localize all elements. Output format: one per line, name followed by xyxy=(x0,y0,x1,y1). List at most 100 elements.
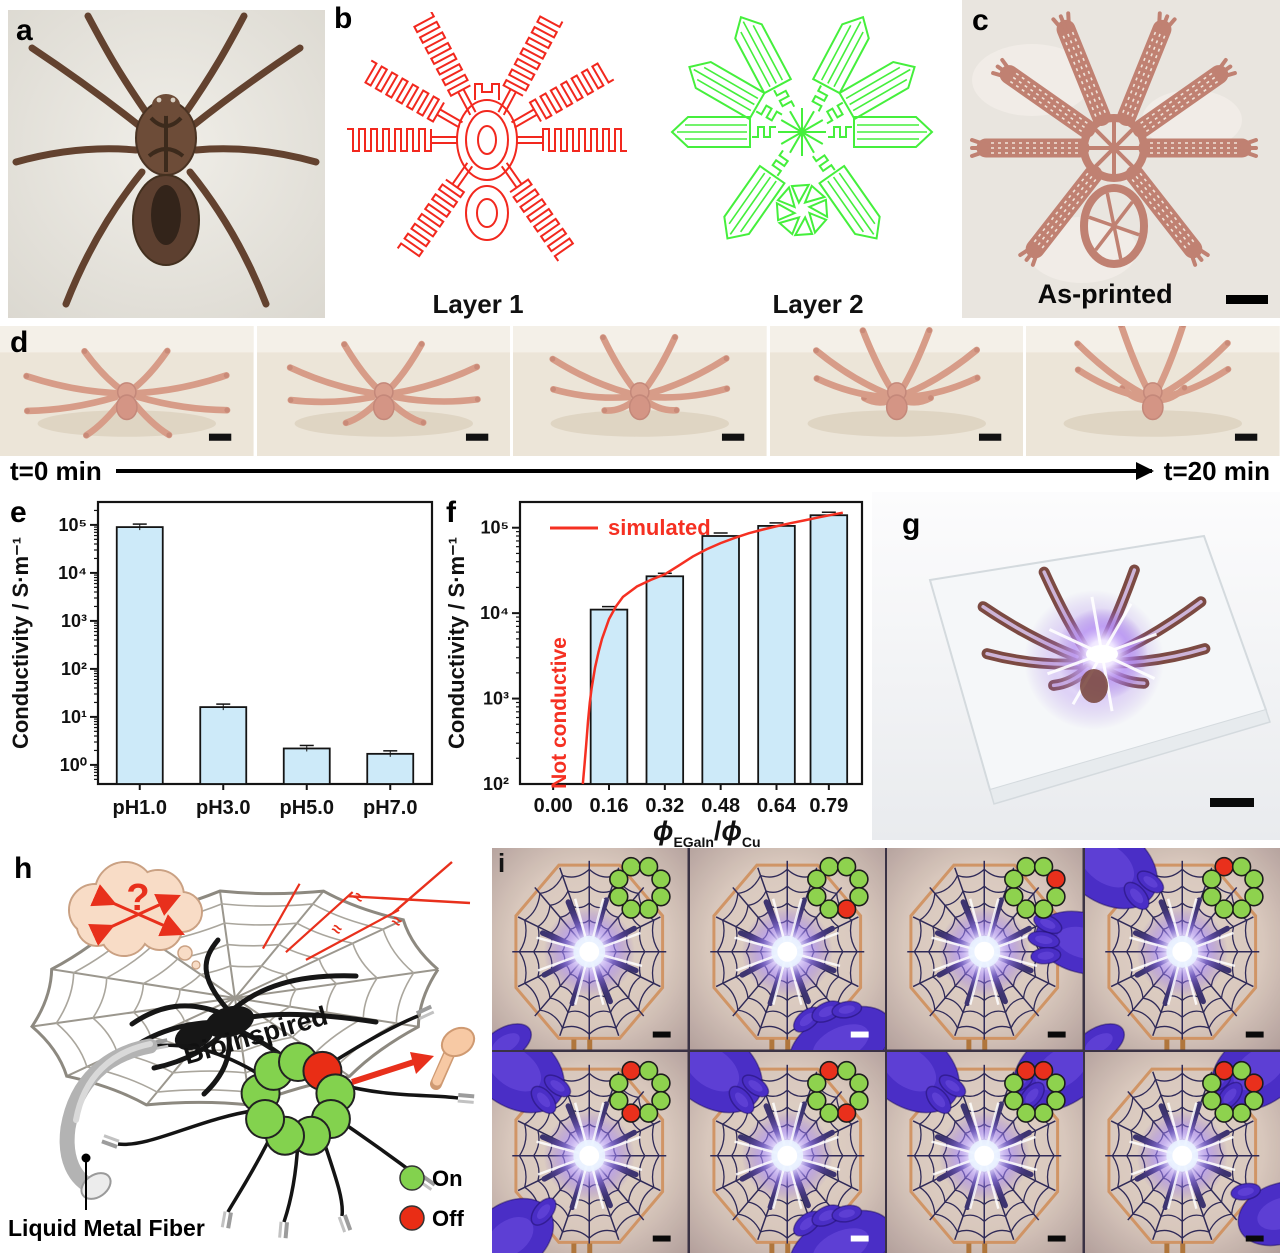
svg-text:10³: 10³ xyxy=(483,689,509,709)
ph-conductivity-chart: 10⁰ 10¹ 10² 10³ 10⁴ 10⁵ pH1.0 pH3.0 pH5.0 pH7.0 Co… xyxy=(8,500,434,819)
scale-bar xyxy=(1210,798,1254,807)
panel-f-ratio-chart: 10² 10³ 10⁴ 10⁵ 0.00 0.16 0.32 0.48 0.64 0.79 simu… xyxy=(442,488,870,850)
web-circuit-photo xyxy=(689,848,885,1050)
panel-a-spider-photo: a xyxy=(8,10,325,318)
indicator-led-on xyxy=(818,899,839,919)
printed-spider xyxy=(812,327,981,421)
printed-spider xyxy=(970,11,1258,268)
timelapse-frames xyxy=(0,326,1280,456)
spider-photo xyxy=(8,10,325,318)
copper-frame xyxy=(909,863,1060,1040)
ratio-conductivity-chart: 10² 10³ 10⁴ 10⁵ 0.00 0.16 0.32 0.48 0.64 0.79 simu… xyxy=(444,500,864,850)
indicator-led-on xyxy=(1243,886,1264,907)
led-glow xyxy=(931,898,1038,1006)
led-glow xyxy=(733,1101,840,1209)
legend-on-icon xyxy=(399,1165,425,1191)
bar xyxy=(645,575,685,785)
indicator-led-off xyxy=(836,1102,856,1123)
bar xyxy=(701,535,740,785)
svg-text:10⁵: 10⁵ xyxy=(59,515,87,535)
panel-letter-f: f xyxy=(446,496,456,529)
indicator-led-on xyxy=(609,1072,629,1093)
indicator-led-on xyxy=(806,1072,827,1093)
panel-g-led-spider-photo: g xyxy=(872,492,1280,840)
panel-d-timelapse: d xyxy=(0,326,1280,456)
glove xyxy=(492,1023,532,1050)
glove xyxy=(1027,910,1083,975)
indicator-led-on xyxy=(806,1090,827,1110)
layer2-label: Layer 2 xyxy=(772,289,864,319)
timelapse-frame xyxy=(1026,326,1280,456)
legend-off-label: Off xyxy=(432,1206,464,1231)
printed-spider xyxy=(286,340,481,427)
printed-spider xyxy=(23,347,231,439)
panel-h-bioinspired-schematic: ≈ ≈ ≈? Bioinspired Liquid Metal Fiber On Off h xyxy=(0,848,490,1253)
indicator-led-on xyxy=(1046,886,1066,907)
bar xyxy=(282,747,331,785)
svg-text:10³: 10³ xyxy=(61,611,87,631)
panel-letter-d: d xyxy=(10,326,29,359)
indicator-led-on xyxy=(1033,856,1054,877)
indicator-led-on xyxy=(1231,1102,1251,1123)
indicator-led-on xyxy=(1231,1060,1251,1080)
indicator-led-on xyxy=(848,1072,869,1093)
layer1-spider xyxy=(347,12,627,262)
led-on xyxy=(245,1099,286,1139)
indicator-led-on xyxy=(1046,1072,1066,1093)
indicator-led-on xyxy=(638,1102,659,1123)
indicator-led-on xyxy=(1033,1102,1054,1123)
x-tick-label: 0.64 xyxy=(757,795,797,817)
scale-bar xyxy=(1245,1031,1264,1038)
indicator-led-on xyxy=(651,869,671,889)
web-circuit-photo: i xyxy=(492,848,688,1050)
led-ring xyxy=(240,1042,356,1156)
scale-bar xyxy=(1047,1235,1066,1242)
svg-text:10⁵: 10⁵ xyxy=(481,518,509,538)
led-indicator-ring xyxy=(1004,856,1066,919)
indicator-led-on xyxy=(1201,886,1222,907)
panel-letter-a: a xyxy=(16,14,33,47)
web-circuit-photo xyxy=(887,848,1083,1050)
led-glow xyxy=(536,898,643,1006)
led-glow xyxy=(536,1101,643,1209)
scale-bar xyxy=(465,433,488,441)
indicator-led-on xyxy=(609,869,629,889)
scale-bar xyxy=(652,1235,671,1242)
indicator-led-on xyxy=(1033,899,1054,919)
scale-bar xyxy=(1226,295,1268,304)
fiber-label: Liquid Metal Fiber xyxy=(8,1215,205,1241)
scale-bar xyxy=(978,433,1002,441)
x-tick-label: 0.00 xyxy=(534,795,573,817)
indicator-led-off xyxy=(621,1102,641,1123)
panel-i-web-photo-grid: i xyxy=(492,848,1280,1253)
indicator-led-on xyxy=(1046,1090,1066,1110)
bar xyxy=(199,706,248,785)
panel-letter-i: i xyxy=(498,850,505,878)
scale-bar xyxy=(208,433,232,441)
bar xyxy=(115,526,164,785)
x-tick-label: 0.79 xyxy=(809,795,848,817)
svg-text:10¹: 10¹ xyxy=(61,707,87,727)
timelapse-frame xyxy=(256,326,511,456)
led-indicator-ring xyxy=(806,1060,869,1123)
indicator-led-on xyxy=(1004,1072,1024,1093)
printed-spider xyxy=(1074,326,1232,421)
indicator-led-on xyxy=(1201,869,1222,889)
svg-text:10²: 10² xyxy=(61,659,87,679)
layer1-label: Layer 1 xyxy=(432,289,524,319)
led-glow xyxy=(733,898,840,1006)
indicator-led-on xyxy=(1231,856,1251,877)
y-axis-label: Conductivity / S·m⁻¹ xyxy=(8,537,33,749)
bar xyxy=(589,608,629,785)
panel-letter-g: g xyxy=(902,508,921,541)
indicator-led-on xyxy=(1213,1102,1234,1123)
indicator-led-on xyxy=(1201,1090,1222,1110)
x-tick-label: pH5.0 xyxy=(280,797,334,819)
timeline-end-label: t=20 min xyxy=(1163,455,1270,486)
x-tick-label: pH3.0 xyxy=(196,797,250,819)
web-circuit-photo xyxy=(1084,848,1280,1050)
web-circuit-photo xyxy=(689,1051,885,1253)
glove xyxy=(1229,1180,1280,1246)
